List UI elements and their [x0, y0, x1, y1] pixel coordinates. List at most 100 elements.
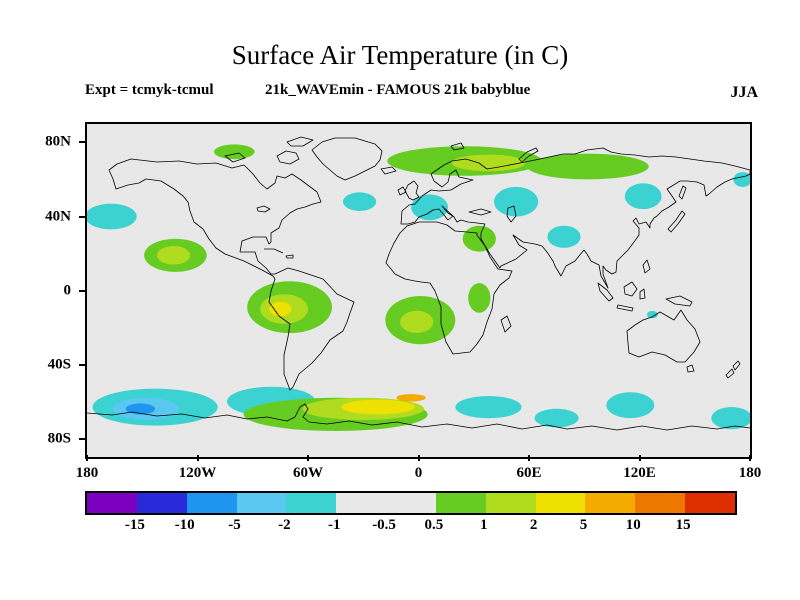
coastline-greenland — [311, 137, 383, 181]
colorbar-segment — [336, 493, 387, 513]
anomaly-region-south-indian-cool-mid — [534, 408, 579, 428]
colorbar-tick-label: -1 — [327, 517, 341, 533]
x-tick-label: 60W — [293, 465, 323, 481]
coastline-new-zealand-north — [732, 360, 741, 371]
coastline-iceland — [380, 166, 397, 175]
coastline-sumatra — [597, 282, 614, 302]
coastline-victoria-island — [224, 152, 246, 163]
x-tick-mark — [749, 455, 751, 461]
coastline-black-sea — [468, 208, 492, 216]
colorbar-segment — [435, 493, 486, 513]
colorbar-tick-label: 5 — [579, 517, 588, 533]
anomaly-region-arctic-canada-warm — [214, 144, 255, 160]
anomaly-region-northeast-asia-cool — [624, 183, 662, 210]
y-tick-label: 80N — [45, 133, 71, 150]
coastline-sulawesi — [639, 288, 646, 300]
coastline-new-guinea — [665, 295, 693, 307]
map-plot-area — [85, 122, 752, 459]
coastline-africa — [385, 221, 513, 355]
anomaly-region-east-africa-warm — [468, 283, 491, 313]
anomaly-region-south-pacific-cool-east — [711, 407, 750, 430]
y-tick-label: 40S — [47, 356, 71, 372]
colorbar-tick-label: 10 — [625, 517, 641, 533]
coastline-tasmania — [686, 364, 695, 373]
x-tick-label: 180 — [75, 465, 99, 481]
coastline-java — [616, 304, 634, 312]
coastline-antarctica — [87, 403, 750, 431]
coastline-sakhalin — [678, 185, 687, 200]
coastline-ireland — [397, 186, 407, 196]
anomaly-region-scandinavia-warm-core — [451, 154, 526, 172]
world-map — [87, 136, 750, 431]
coastline-cuba — [264, 248, 284, 254]
colorbar — [85, 491, 737, 515]
anomaly-region-bering-cool — [733, 172, 750, 187]
coastline-japan — [667, 210, 686, 233]
coastline-ellesmere-island — [286, 136, 314, 147]
x-tick-mark — [86, 455, 88, 461]
y-tick-label: 80S — [47, 430, 71, 446]
x-tick-mark — [638, 455, 641, 461]
coastline-australia — [626, 309, 701, 363]
y-tick-label: 0 — [63, 282, 72, 298]
anomaly-region-southern-ocean-warm-band-yellow — [341, 399, 415, 415]
coastline-layer — [87, 136, 750, 431]
y-axis: 80N 40N 0 40S 80S — [30, 124, 85, 457]
colorbar-segment — [87, 493, 137, 513]
anomaly-region-central-asia-cool — [494, 186, 539, 217]
x-tick-label: 120E — [623, 465, 656, 481]
colorbar-tick-label: 15 — [675, 517, 691, 533]
x-tick-mark — [196, 455, 199, 461]
colorbar-labels: -15 -10 -5 -2 -1 -0.5 0.5 1 2 5 10 15 — [85, 517, 733, 539]
anomaly-region-south-indian-cool-east — [606, 392, 655, 419]
x-tick-label: 0 — [414, 465, 423, 481]
coastline-caspian-sea — [506, 205, 517, 223]
anomaly-region-north-australia-cool — [646, 310, 658, 319]
anomaly-region-mid-atlantic-cool — [343, 192, 377, 211]
coastline-hispaniola — [285, 254, 294, 259]
colorbar-segment — [635, 493, 686, 513]
y-tick-mark — [79, 215, 85, 218]
coastline-novaya-zemlya — [518, 147, 539, 163]
colorbar-tick-label: 1 — [480, 517, 488, 533]
colorbar-segment — [386, 493, 436, 513]
anomaly-region-south-atlantic-warm-core — [400, 310, 434, 333]
coastline-great-britain — [404, 180, 420, 201]
colorbar-segment — [685, 493, 735, 513]
experiment-label: Expt = tcmyk-tcmul — [85, 82, 214, 98]
x-tick-label: 60E — [516, 465, 542, 481]
anomaly-region-west-europe-cool — [411, 194, 448, 221]
anomaly-region-tropical-south-america-warm-yellow — [269, 301, 292, 317]
colorbar-tick-label: -15 — [124, 517, 145, 533]
coastline-new-zealand-south — [725, 368, 735, 379]
colorbar-tick-label: -10 — [174, 517, 195, 533]
colorbar-tick-label: 0.5 — [424, 517, 444, 533]
colorbar-segment — [585, 493, 636, 513]
coastline-svalbard — [450, 142, 465, 151]
x-tick-mark — [528, 455, 530, 461]
colorbar-segment — [485, 493, 536, 513]
x-tick-mark — [417, 455, 420, 461]
colorbar-segment — [286, 493, 337, 513]
comparison-label: 21k_WAVEmin - FAMOUS 21k babyblue — [265, 82, 531, 98]
anomaly-region-south-pacific-cool-inner — [125, 403, 156, 415]
y-tick-mark — [79, 289, 85, 292]
season-label: JJA — [730, 84, 758, 101]
anomaly-layer — [87, 144, 750, 431]
colorbar-segment — [236, 493, 287, 513]
colorbar-tick-label: -0.5 — [372, 517, 396, 533]
x-tick-label: 120W — [178, 465, 217, 481]
y-tick-mark — [79, 141, 85, 144]
colorbar-tick-label: -2 — [278, 517, 291, 533]
anomaly-region-himalaya-cool — [547, 225, 581, 248]
page-title: Surface Air Temperature (in C) — [231, 40, 569, 70]
anomaly-region-south-indian-cool-west — [455, 396, 522, 419]
coastline-americas — [108, 158, 355, 391]
colorbar-tick-label: 2 — [529, 517, 538, 533]
coastline-eurasia — [400, 147, 750, 289]
colorbar-segment — [186, 493, 237, 513]
colorbar-segment — [535, 493, 586, 513]
anomaly-region-siberia-warm — [527, 153, 649, 180]
x-axis: 180 120W 60W 0 60E 120E 180 — [76, 455, 761, 487]
